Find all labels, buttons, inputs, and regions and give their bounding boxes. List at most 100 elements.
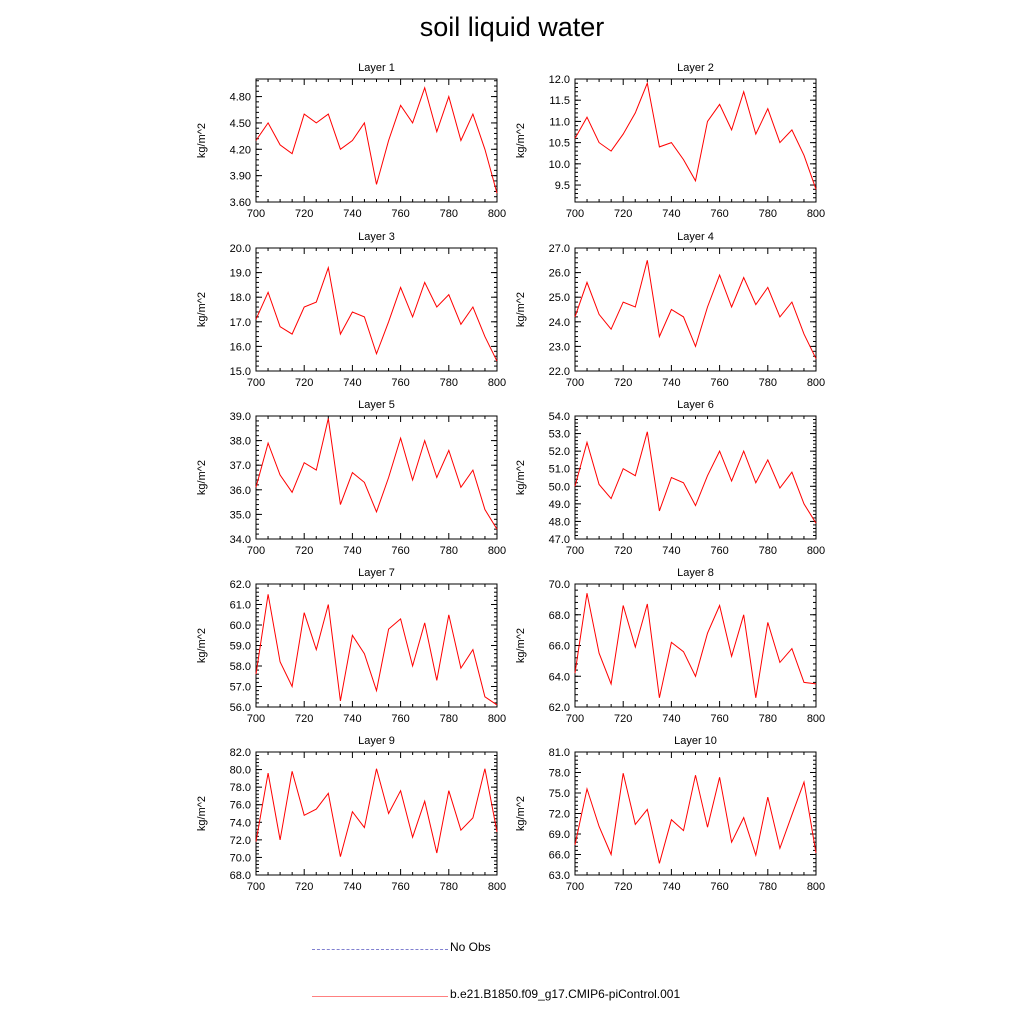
x-tick-label: 720 bbox=[295, 208, 313, 220]
y-tick-label: 62.0 bbox=[230, 579, 251, 591]
x-tick-label: 720 bbox=[295, 545, 313, 557]
y-axis-label: kg/m^2 bbox=[515, 460, 527, 495]
x-tick-label: 780 bbox=[759, 208, 777, 220]
x-tick-label: 760 bbox=[391, 208, 409, 220]
x-tick-label: 740 bbox=[343, 208, 361, 220]
x-tick-label: 800 bbox=[488, 545, 506, 557]
x-tick-label: 800 bbox=[807, 208, 825, 220]
x-tick-label: 700 bbox=[566, 545, 584, 557]
x-tick-label: 740 bbox=[343, 377, 361, 389]
x-tick-label: 800 bbox=[488, 208, 506, 220]
y-tick-label: 35.0 bbox=[230, 509, 251, 521]
y-tick-label: 56.0 bbox=[230, 702, 251, 714]
panel-title: Layer 10 bbox=[674, 735, 717, 747]
plot-frame bbox=[574, 751, 817, 876]
x-tick-label: 760 bbox=[710, 881, 728, 893]
y-tick-label: 64.0 bbox=[549, 671, 570, 683]
x-tick-label: 800 bbox=[807, 713, 825, 725]
legend-item-model: b.e21.B1850.f09_g17.CMIP6-piControl.001 bbox=[312, 987, 732, 1007]
y-tick-label: 59.0 bbox=[230, 641, 251, 653]
y-tick-label: 38.0 bbox=[230, 436, 251, 448]
y-axis-label: kg/m^2 bbox=[196, 123, 208, 158]
legend-item-no-obs: No Obs bbox=[312, 940, 732, 960]
y-tick-label: 78.0 bbox=[549, 768, 570, 780]
y-tick-label: 36.0 bbox=[230, 485, 251, 497]
y-axis-label: kg/m^2 bbox=[515, 123, 527, 158]
x-tick-label: 700 bbox=[566, 881, 584, 893]
y-tick-label: 63.0 bbox=[549, 870, 570, 882]
x-tick-label: 780 bbox=[759, 545, 777, 557]
series-line bbox=[574, 773, 817, 864]
y-tick-label: 22.0 bbox=[549, 366, 570, 378]
panel-title: Layer 1 bbox=[358, 62, 395, 74]
y-tick-label: 60.0 bbox=[230, 620, 251, 632]
x-tick-label: 760 bbox=[391, 545, 409, 557]
x-tick-label: 760 bbox=[391, 881, 409, 893]
legend-swatch-solid bbox=[312, 996, 448, 997]
series-line bbox=[255, 86, 498, 194]
x-tick-label: 720 bbox=[295, 377, 313, 389]
y-tick-label: 76.0 bbox=[230, 800, 251, 812]
series-line bbox=[574, 81, 817, 190]
y-tick-label: 34.0 bbox=[230, 534, 251, 546]
y-tick-label: 53.0 bbox=[549, 429, 570, 441]
y-tick-label: 72.0 bbox=[230, 835, 251, 847]
x-tick-label: 760 bbox=[391, 377, 409, 389]
panel-title: Layer 4 bbox=[677, 231, 714, 243]
series-line bbox=[255, 265, 498, 362]
x-tick-label: 780 bbox=[440, 208, 458, 220]
chart-panels: Layer 1 kg/m^2 700 720 740 760 780 800 3.60 3.90 4… bbox=[196, 62, 825, 893]
x-tick-label: 760 bbox=[710, 545, 728, 557]
y-tick-label: 82.0 bbox=[230, 747, 251, 759]
y-tick-label: 4.80 bbox=[230, 92, 251, 104]
series-line bbox=[255, 594, 498, 706]
y-tick-label: 50.0 bbox=[549, 481, 570, 493]
page-title: soil liquid water bbox=[419, 12, 605, 42]
x-tick-label: 720 bbox=[614, 208, 632, 220]
x-tick-label: 780 bbox=[440, 545, 458, 557]
y-tick-label: 19.0 bbox=[230, 268, 251, 280]
y-axis-label: kg/m^2 bbox=[196, 460, 208, 495]
x-tick-label: 800 bbox=[488, 713, 506, 725]
y-tick-label: 51.0 bbox=[549, 464, 570, 476]
y-tick-label: 9.5 bbox=[555, 180, 570, 192]
y-tick-label: 81.0 bbox=[549, 747, 570, 759]
x-tick-label: 740 bbox=[343, 881, 361, 893]
legend-label: No Obs bbox=[450, 940, 491, 954]
plot-frame bbox=[574, 247, 817, 372]
y-tick-label: 68.0 bbox=[549, 610, 570, 622]
y-tick-label: 70.0 bbox=[549, 579, 570, 591]
y-tick-label: 23.0 bbox=[549, 341, 570, 353]
panel-title: Layer 8 bbox=[677, 567, 714, 579]
y-tick-label: 69.0 bbox=[549, 829, 570, 841]
x-tick-label: 780 bbox=[440, 713, 458, 725]
plot-frame bbox=[574, 583, 817, 708]
x-tick-label: 700 bbox=[247, 713, 265, 725]
series-line bbox=[574, 593, 817, 698]
y-tick-label: 12.0 bbox=[549, 74, 570, 86]
y-tick-label: 66.0 bbox=[549, 850, 570, 862]
y-tick-label: 11.0 bbox=[549, 116, 570, 128]
y-axis-label: kg/m^2 bbox=[515, 292, 527, 327]
x-tick-label: 740 bbox=[662, 881, 680, 893]
x-tick-label: 700 bbox=[247, 545, 265, 557]
y-tick-label: 70.0 bbox=[230, 852, 251, 864]
x-tick-label: 740 bbox=[343, 545, 361, 557]
y-tick-label: 3.90 bbox=[230, 171, 251, 183]
x-tick-label: 760 bbox=[710, 713, 728, 725]
y-tick-label: 3.60 bbox=[230, 197, 251, 209]
series-line bbox=[255, 768, 498, 857]
x-tick-label: 780 bbox=[759, 713, 777, 725]
y-tick-label: 4.50 bbox=[230, 118, 251, 130]
legend-label: b.e21.B1850.f09_g17.CMIP6-piControl.001 bbox=[450, 987, 681, 1001]
x-tick-label: 740 bbox=[662, 208, 680, 220]
series-line bbox=[255, 418, 498, 530]
y-tick-label: 80.0 bbox=[230, 765, 251, 777]
x-tick-label: 760 bbox=[710, 377, 728, 389]
panel-title: Layer 6 bbox=[677, 399, 714, 411]
panel-title: Layer 7 bbox=[358, 567, 395, 579]
x-tick-label: 740 bbox=[662, 545, 680, 557]
x-tick-label: 800 bbox=[807, 545, 825, 557]
panel-title: Layer 9 bbox=[358, 735, 395, 747]
x-tick-label: 700 bbox=[566, 208, 584, 220]
